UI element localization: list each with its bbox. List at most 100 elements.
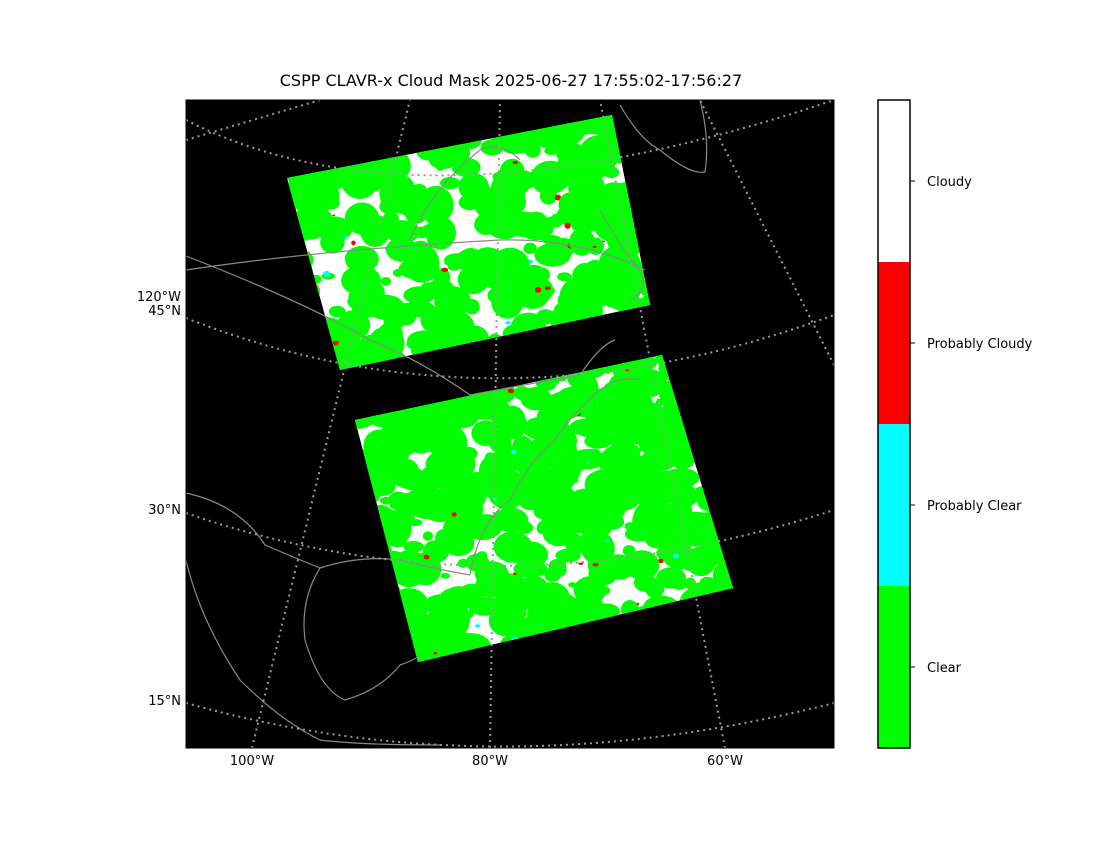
- mask-pixel: [645, 578, 665, 599]
- mask-pixel: [368, 326, 405, 361]
- mask-pixel: [444, 253, 470, 266]
- mask-pixel: [420, 282, 436, 298]
- coastlines: [186, 100, 708, 746]
- mask-pixel: [544, 286, 551, 291]
- mask-pixel: [475, 571, 513, 598]
- mask-pixel: [440, 291, 459, 304]
- mask-pixel: [656, 547, 670, 559]
- mask-pixel: [584, 407, 611, 434]
- colorbar: Cloudy Probably Cloudy Probably Clear Clear: [877, 99, 1033, 749]
- mask-pixel: [370, 412, 394, 428]
- mask-pixel: [557, 272, 572, 282]
- mask-pixel: [403, 541, 424, 553]
- mask-pixel: [638, 381, 662, 398]
- colorbar-segment: [878, 424, 910, 586]
- mask-pixel: [493, 531, 533, 563]
- graticule: [186, 100, 834, 748]
- mask-pixel: [498, 279, 516, 289]
- mask-pixel: [458, 173, 490, 201]
- mask-pixel: [407, 330, 442, 351]
- mask-pixel: [477, 212, 490, 225]
- mask-pixel: [535, 267, 551, 283]
- lon-label: 120°W: [137, 290, 181, 305]
- legend-label: Probably Clear: [927, 499, 1022, 514]
- mask-pixel: [575, 521, 602, 535]
- mask-pixel: [591, 290, 606, 306]
- mask-pixel: [402, 261, 411, 271]
- mask-pixel: [441, 267, 449, 273]
- mask-pixel: [533, 582, 570, 612]
- mask-pixel: [530, 160, 571, 194]
- mask-pixel: [423, 554, 430, 560]
- map-title: CSPP CLAVR-x Cloud Mask 2025-06-27 17:55…: [280, 71, 742, 90]
- mask-pixel: [605, 456, 624, 473]
- mask-pixel: [462, 248, 480, 258]
- mask-pixel: [389, 503, 401, 509]
- map-frame: [185, 99, 835, 749]
- mask-pixel: [412, 499, 440, 520]
- mask-pixel: [498, 405, 526, 435]
- mask-pixel: [586, 118, 618, 136]
- mask-pixel: [449, 630, 471, 645]
- legend-label: Clear: [927, 661, 962, 676]
- lat-label: 30°N: [148, 503, 181, 518]
- mask-pixel: [451, 512, 457, 517]
- mask-pixel: [422, 531, 434, 541]
- mask-pixel: [487, 213, 523, 240]
- mask-pixel: [517, 489, 545, 511]
- mask-pixel: [656, 437, 680, 462]
- mask-pixel: [449, 525, 472, 539]
- mask-pixel: [505, 181, 517, 187]
- legend-label: Cloudy: [927, 175, 972, 190]
- mask-pixel: [505, 320, 512, 325]
- mask-pixel: [599, 586, 611, 595]
- mask-pixel: [443, 488, 468, 503]
- mask-pixel: [534, 287, 542, 293]
- mask-pixel: [600, 513, 625, 530]
- mask-pixel: [363, 429, 397, 462]
- mask-pixel: [568, 177, 585, 190]
- mask-pixel: [348, 286, 369, 309]
- mask-pixel: [573, 306, 589, 318]
- mask-pixel: [573, 579, 604, 602]
- mask-pixel: [367, 294, 405, 320]
- mask-pixel: [474, 624, 481, 628]
- mask-pixel: [592, 563, 599, 567]
- mask-pixel: [511, 449, 517, 455]
- mask-pixel: [497, 189, 526, 216]
- mask-pixel: [457, 265, 490, 295]
- mask-pixel: [625, 369, 629, 372]
- mask-pixel: [568, 582, 577, 588]
- mask-pixel: [554, 194, 562, 201]
- mask-pixel: [599, 554, 637, 580]
- mask-pixel: [382, 211, 400, 229]
- mask-pixel: [527, 604, 552, 625]
- colorbar-segment: [878, 262, 910, 424]
- mask-pixel: [399, 466, 424, 485]
- lat-label: 15°N: [148, 694, 181, 709]
- mask-pixel: [328, 305, 346, 318]
- mask-pixel: [671, 576, 688, 590]
- colorbar-segment: [878, 586, 910, 748]
- mask-pixel: [606, 538, 610, 543]
- mask-pixel: [411, 183, 427, 197]
- mask-pixel: [555, 548, 581, 563]
- mask-pixel: [332, 214, 336, 217]
- mask-pixel: [513, 560, 548, 578]
- mask-pixel: [497, 417, 507, 425]
- mask-pixel: [583, 259, 607, 284]
- mask-pixel: [465, 553, 490, 572]
- mask-pixel: [388, 533, 407, 548]
- mask-pixel: [592, 245, 597, 248]
- mask-pixel: [596, 382, 637, 418]
- mask-pixel: [632, 557, 656, 570]
- mask-pixel: [557, 291, 576, 310]
- mask-pixel: [455, 609, 474, 619]
- mask-pixel: [564, 222, 571, 229]
- mask-pixel: [489, 266, 518, 293]
- mask-pixel: [534, 243, 572, 267]
- mask-pixel: [567, 488, 605, 515]
- mask-pixel: [668, 484, 700, 507]
- mask-pixel: [444, 444, 472, 465]
- mask-pixel: [313, 182, 340, 209]
